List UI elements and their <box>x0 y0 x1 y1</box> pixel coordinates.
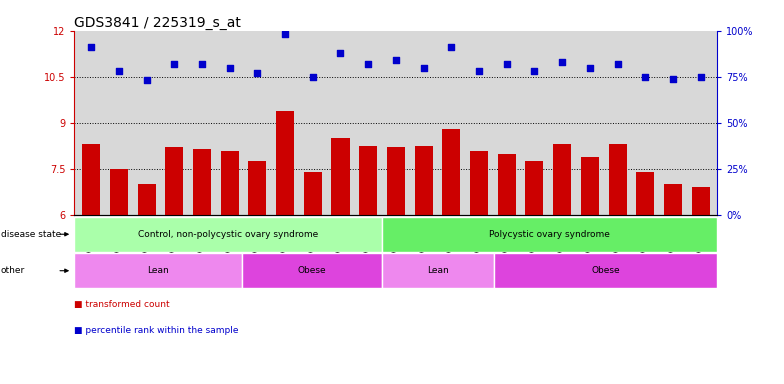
Bar <box>691 187 710 215</box>
Bar <box>470 151 488 215</box>
Text: GDS3841 / 225319_s_at: GDS3841 / 225319_s_at <box>74 16 241 30</box>
Point <box>556 59 568 65</box>
Point <box>85 44 97 50</box>
Text: Lean: Lean <box>147 266 169 275</box>
Bar <box>554 144 572 215</box>
Point <box>528 68 541 74</box>
Text: Obese: Obese <box>298 266 326 275</box>
Point <box>666 76 679 82</box>
Bar <box>415 146 433 215</box>
Bar <box>442 129 460 215</box>
Text: disease state: disease state <box>1 230 61 239</box>
Bar <box>525 161 543 215</box>
Bar <box>608 144 626 215</box>
Bar <box>303 172 321 215</box>
Bar <box>359 146 377 215</box>
Bar <box>637 172 655 215</box>
Point <box>223 65 236 71</box>
Point <box>417 65 430 71</box>
Bar <box>242 253 382 288</box>
Bar <box>82 144 100 215</box>
Point <box>639 74 652 80</box>
Bar <box>382 253 494 288</box>
Point <box>168 61 180 67</box>
Point <box>307 74 319 80</box>
Bar <box>382 217 717 252</box>
Point <box>695 74 707 80</box>
Point <box>251 70 263 76</box>
Bar <box>74 217 382 252</box>
Bar <box>332 138 350 215</box>
Bar <box>581 157 599 215</box>
Point <box>279 31 292 38</box>
Bar <box>498 154 516 215</box>
Bar <box>193 149 211 215</box>
Point <box>113 68 125 74</box>
Point <box>473 68 485 74</box>
Point <box>390 57 402 63</box>
Bar <box>137 184 155 215</box>
Bar <box>74 253 242 288</box>
Text: Obese: Obese <box>591 266 620 275</box>
Text: ■ percentile rank within the sample: ■ percentile rank within the sample <box>74 326 239 335</box>
Point <box>334 50 347 56</box>
Text: ■ transformed count: ■ transformed count <box>74 300 170 308</box>
Point <box>140 78 153 84</box>
Point <box>362 61 375 67</box>
Point <box>445 44 458 50</box>
Point <box>612 61 624 67</box>
Text: Polycystic ovary syndrome: Polycystic ovary syndrome <box>489 230 610 239</box>
Point <box>583 65 596 71</box>
Text: Lean: Lean <box>427 266 448 275</box>
Point <box>500 61 513 67</box>
Bar <box>494 253 717 288</box>
Text: Control, non-polycystic ovary syndrome: Control, non-polycystic ovary syndrome <box>138 230 318 239</box>
Text: other: other <box>1 266 25 275</box>
Bar <box>387 147 405 215</box>
Point <box>196 61 209 67</box>
Bar <box>664 184 682 215</box>
Bar <box>249 161 267 215</box>
Bar <box>110 169 128 215</box>
Bar <box>220 151 238 215</box>
Bar <box>276 111 294 215</box>
Bar <box>165 147 183 215</box>
